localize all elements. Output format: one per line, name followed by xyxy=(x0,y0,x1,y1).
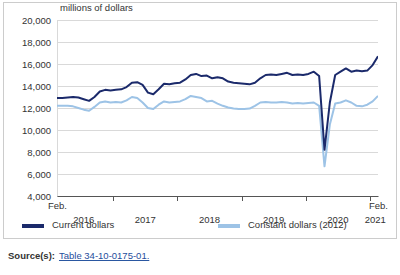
y-tick: 12,000 xyxy=(22,103,57,114)
grid-line xyxy=(57,42,378,43)
y-tick-label: 20,000 xyxy=(22,15,51,26)
y-tick: 6,000 xyxy=(27,169,57,180)
y-axis-title: millions of dollars xyxy=(60,2,133,13)
y-tick-label: 16,000 xyxy=(22,59,51,70)
x-group-separator xyxy=(113,196,114,201)
y-tick: 20,000 xyxy=(22,15,57,26)
x-axis: Feb. Feb. xyxy=(48,196,388,211)
x-tick: Feb. xyxy=(48,196,67,211)
y-tick: 8,000 xyxy=(27,147,57,158)
legend-swatch xyxy=(22,224,44,228)
x-group-label: 2018 xyxy=(199,214,220,225)
chart: 4,0006,0008,00010,00012,00014,00016,0001… xyxy=(0,0,400,275)
y-tick-label: 6,000 xyxy=(27,169,51,180)
x-tick-label: Feb. xyxy=(369,200,388,211)
series-line xyxy=(57,56,378,150)
legend-label: Constant dollars (2012) xyxy=(248,219,347,230)
grid-line xyxy=(57,64,378,65)
grid-line xyxy=(57,86,378,87)
source-link[interactable]: Table 34-10-0175-01. xyxy=(59,250,149,261)
grid xyxy=(57,21,378,197)
y-tick: 14,000 xyxy=(22,81,57,92)
y-tick: 18,000 xyxy=(22,37,57,48)
x-group-label: 2021 xyxy=(365,214,386,225)
legend: Current dollars Constant dollars (2012) xyxy=(22,219,347,230)
x-group-separator xyxy=(177,196,178,201)
x-group-separator xyxy=(242,196,243,201)
y-tick-label: 10,000 xyxy=(22,125,51,136)
x-tick-label: Feb. xyxy=(48,200,67,211)
y-axis-line xyxy=(57,21,58,197)
y-tick-label: 14,000 xyxy=(22,81,51,92)
x-group-label: 2017 xyxy=(135,214,156,225)
source-label: Source(s): xyxy=(8,250,55,261)
y-tick-label: 12,000 xyxy=(22,103,51,114)
grid-line xyxy=(57,152,378,153)
grid-line xyxy=(57,174,378,175)
x-group-separator xyxy=(370,196,371,201)
legend-swatch xyxy=(218,224,240,228)
x-tick: Feb. xyxy=(369,196,388,211)
legend-label: Current dollars xyxy=(52,219,115,230)
grid-line xyxy=(57,196,378,197)
y-tick-label: 8,000 xyxy=(27,147,51,158)
y-axis: 4,0006,0008,00010,00012,00014,00016,0001… xyxy=(22,15,58,202)
grid-line xyxy=(57,20,378,21)
chart-frame xyxy=(4,3,397,239)
y-tick: 10,000 xyxy=(22,125,57,136)
plot-area xyxy=(57,56,378,166)
y-tick-label: 18,000 xyxy=(22,37,51,48)
y-tick: 16,000 xyxy=(22,59,57,70)
source: Source(s): Table 34-10-0175-01. xyxy=(8,250,149,261)
x-group-separator xyxy=(306,196,307,201)
x-axis-line xyxy=(58,196,379,197)
